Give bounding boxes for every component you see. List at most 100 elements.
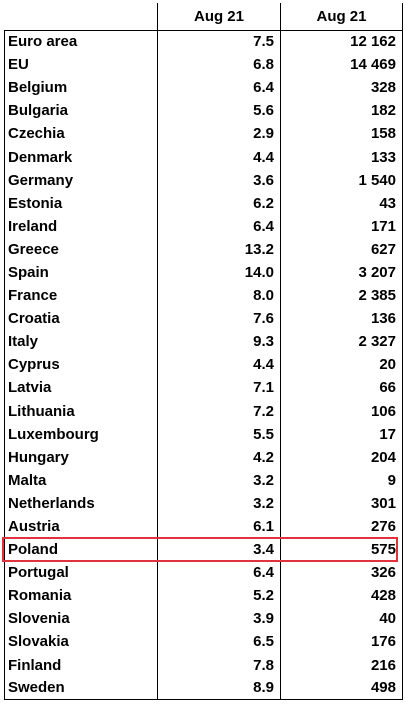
rate-cell: 7.8 xyxy=(157,653,281,677)
count-cell: 498 xyxy=(280,676,403,701)
count-cell: 43 xyxy=(280,191,403,215)
country-cell: Bulgaria xyxy=(4,99,158,123)
rate-cell: 5.6 xyxy=(157,99,281,123)
rate-cell: 8.9 xyxy=(157,676,281,701)
country-cell: Italy xyxy=(4,330,158,354)
count-cell: 17 xyxy=(280,422,403,446)
table-row: Spain 14.0 3 207 xyxy=(4,260,403,285)
country-cell: Croatia xyxy=(4,307,158,331)
count-cell: 301 xyxy=(280,491,403,515)
count-cell: 204 xyxy=(280,445,403,469)
count-cell: 158 xyxy=(280,122,403,146)
rate-cell: 3.2 xyxy=(157,468,281,492)
table-row: Ireland 6.4 171 xyxy=(4,214,403,238)
rate-cell: 3.9 xyxy=(157,607,281,631)
header-rate: Aug 21 xyxy=(157,3,281,31)
table-body: Euro area 7.5 12 162 EU 6.8 14 469 Belgium 6.4 3… xyxy=(4,30,403,701)
country-cell: Netherlands xyxy=(4,491,158,515)
table-row: Sweden 8.9 498 xyxy=(4,676,403,701)
table-row: Denmark 4.4 133 xyxy=(4,145,403,169)
table-row: Finland 7.8 216 xyxy=(4,653,403,677)
count-cell: 12 162 xyxy=(280,30,403,54)
table-row: Luxembourg 5.5 17 xyxy=(4,422,403,446)
table-header-row: Aug 21 Aug 21 xyxy=(4,3,403,31)
count-cell: 575 xyxy=(280,538,403,562)
rate-cell: 13.2 xyxy=(157,237,281,261)
country-cell: Denmark xyxy=(4,145,158,169)
count-cell: 216 xyxy=(280,653,403,677)
rate-cell: 7.2 xyxy=(157,399,281,423)
rate-cell: 6.8 xyxy=(157,53,281,77)
country-cell: Slovenia xyxy=(4,607,158,631)
country-cell: Euro area xyxy=(4,30,158,54)
table-row: Poland 3.4 575 xyxy=(4,538,403,562)
rate-cell: 14.0 xyxy=(157,260,281,285)
country-cell: EU xyxy=(4,53,158,77)
count-cell: 40 xyxy=(280,607,403,631)
table-row: Euro area 7.5 12 162 xyxy=(4,30,403,54)
count-cell: 326 xyxy=(280,561,403,585)
rate-cell: 3.4 xyxy=(157,538,281,562)
unemployment-table: Aug 21 Aug 21 Euro area 7.5 12 162 EU 6.8 14 … xyxy=(4,3,403,701)
table-row: EU 6.8 14 469 xyxy=(4,53,403,77)
count-cell: 276 xyxy=(280,514,403,539)
country-cell: Ireland xyxy=(4,214,158,238)
count-cell: 14 469 xyxy=(280,53,403,77)
rate-cell: 3.6 xyxy=(157,168,281,192)
table-row: Hungary 4.2 204 xyxy=(4,445,403,469)
count-cell: 133 xyxy=(280,145,403,169)
table-row: Germany 3.6 1 540 xyxy=(4,168,403,192)
table-row: Portugal 6.4 326 xyxy=(4,561,403,585)
rate-cell: 9.3 xyxy=(157,330,281,354)
country-cell: Greece xyxy=(4,237,158,261)
count-cell: 9 xyxy=(280,468,403,492)
count-cell: 2 327 xyxy=(280,330,403,354)
table-row: Croatia 7.6 136 xyxy=(4,307,403,331)
count-cell: 66 xyxy=(280,376,403,400)
table-row: Belgium 6.4 328 xyxy=(4,76,403,100)
country-cell: Hungary xyxy=(4,445,158,469)
table-row: Greece 13.2 627 xyxy=(4,237,403,261)
country-cell: Estonia xyxy=(4,191,158,215)
rate-cell: 5.5 xyxy=(157,422,281,446)
country-cell: Belgium xyxy=(4,76,158,100)
country-cell: Latvia xyxy=(4,376,158,400)
table-row: Slovakia 6.5 176 xyxy=(4,630,403,654)
country-cell: France xyxy=(4,284,158,308)
count-cell: 106 xyxy=(280,399,403,423)
table-row: France 8.0 2 385 xyxy=(4,284,403,308)
table-row: Malta 3.2 9 xyxy=(4,468,403,492)
country-cell: Cyprus xyxy=(4,353,158,377)
table-row: Romania 5.2 428 xyxy=(4,584,403,608)
rate-cell: 7.6 xyxy=(157,307,281,331)
count-cell: 136 xyxy=(280,307,403,331)
table-row: Czechia 2.9 158 xyxy=(4,122,403,146)
country-cell: Portugal xyxy=(4,561,158,585)
table-row: Latvia 7.1 66 xyxy=(4,376,403,400)
count-cell: 627 xyxy=(280,237,403,261)
country-cell: Poland xyxy=(4,538,158,562)
country-cell: Slovakia xyxy=(4,630,158,654)
country-cell: Austria xyxy=(4,514,158,539)
rate-cell: 6.4 xyxy=(157,561,281,585)
table-row: Netherlands 3.2 301 xyxy=(4,491,403,515)
country-cell: Sweden xyxy=(4,676,158,701)
rate-cell: 6.1 xyxy=(157,514,281,539)
count-cell: 1 540 xyxy=(280,168,403,192)
count-cell: 328 xyxy=(280,76,403,100)
country-cell: Lithuania xyxy=(4,399,158,423)
table-row: Slovenia 3.9 40 xyxy=(4,607,403,631)
rate-cell: 6.2 xyxy=(157,191,281,215)
count-cell: 20 xyxy=(280,353,403,377)
country-cell: Malta xyxy=(4,468,158,492)
table-row: Lithuania 7.2 106 xyxy=(4,399,403,423)
header-blank-cell xyxy=(4,3,158,31)
country-cell: Spain xyxy=(4,260,158,285)
count-cell: 171 xyxy=(280,214,403,238)
rate-cell: 7.5 xyxy=(157,30,281,54)
rate-cell: 5.2 xyxy=(157,584,281,608)
rate-cell: 4.4 xyxy=(157,353,281,377)
country-cell: Romania xyxy=(4,584,158,608)
country-cell: Czechia xyxy=(4,122,158,146)
count-cell: 428 xyxy=(280,584,403,608)
